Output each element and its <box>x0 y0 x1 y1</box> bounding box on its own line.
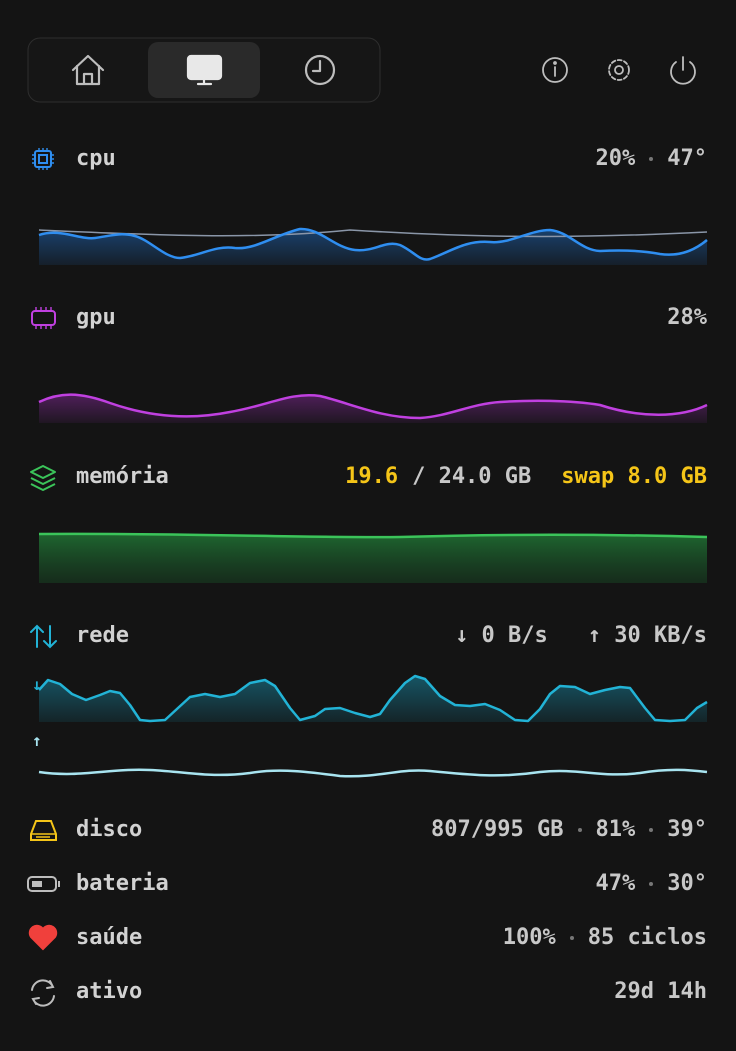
disk-temp: 39° <box>667 817 707 842</box>
uptime-icon <box>31 979 55 1007</box>
separator <box>649 157 654 161</box>
monitor-icon[interactable] <box>186 54 223 86</box>
disk-stats: 807/995 GB 81% 39° <box>431 815 707 845</box>
battery-label: bateria <box>76 871 169 896</box>
cpu-stats: 20% 47° <box>596 144 708 174</box>
power-icon[interactable] <box>670 56 696 85</box>
down-marker: ↓ <box>32 675 42 694</box>
network-label: rede <box>76 623 129 648</box>
network-stats: ↓ 0 B/s ↑ 30 KB/s <box>455 621 707 651</box>
disk-label: disco <box>76 817 143 842</box>
network-up: ↑ 30 KB/s <box>587 623 707 648</box>
network-down: ↓ 0 B/s <box>455 623 548 648</box>
battery-temp: 30° <box>667 871 707 896</box>
gpu-chart <box>38 393 708 423</box>
up-marker: ↑ <box>32 731 42 750</box>
health-label: saúde <box>76 925 143 950</box>
cpu-chart <box>38 227 708 265</box>
health-icon <box>28 924 58 951</box>
cpu-icon <box>32 148 54 170</box>
settings-icon[interactable] <box>608 59 630 81</box>
memory-icon <box>30 465 56 491</box>
disk-usage: 81% <box>595 817 636 842</box>
separator <box>569 936 574 940</box>
separator <box>649 882 654 886</box>
battery-stats: 47% 30° <box>596 869 708 899</box>
memory-label: memória <box>76 464 169 489</box>
disk-icon <box>30 820 57 841</box>
home-icon[interactable] <box>71 54 105 86</box>
gpu-usage: 28% <box>667 305 707 330</box>
health-capacity: 100% <box>502 925 556 950</box>
health-stats: 100% 85 ciclos <box>503 923 707 953</box>
separator <box>577 828 582 832</box>
gpu-icon <box>31 307 56 329</box>
info-icon[interactable] <box>542 57 568 83</box>
disk-space: 807/995 GB <box>431 817 564 842</box>
memory-total: / 24.0 GB <box>412 464 532 489</box>
battery-charge: 47% <box>595 871 636 896</box>
cpu-label: cpu <box>76 146 116 171</box>
memory-swap: swap 8.0 GB <box>561 464 707 489</box>
clock-icon[interactable] <box>304 54 336 86</box>
memory-stats: 19.6 / 24.0 GB swap 8.0 GB <box>345 462 707 492</box>
battery-icon <box>27 876 60 892</box>
separator <box>649 828 654 832</box>
uptime-label: ativo <box>76 979 143 1004</box>
network-icon <box>30 624 57 649</box>
memory-chart <box>38 532 708 583</box>
health-cycles: 85 ciclos <box>587 925 707 950</box>
memory-used: 19.6 <box>345 464 399 489</box>
uptime-value: 29d 14h <box>614 979 707 1004</box>
gpu-label: gpu <box>76 305 116 330</box>
cpu-usage: 20% <box>595 146 636 171</box>
cpu-temp: 47° <box>667 146 707 171</box>
network-chart <box>38 674 708 778</box>
